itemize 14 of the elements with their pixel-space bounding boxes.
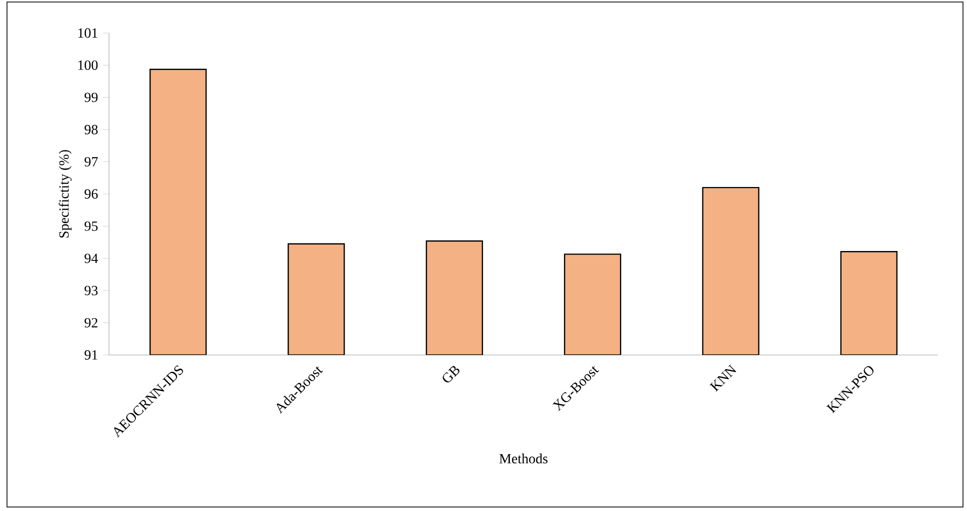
y-tick-label: 101 — [78, 28, 98, 38]
y-tick-label: 98 — [84, 124, 98, 134]
y-tick-label: 97 — [84, 157, 98, 166]
x-axis-title: Methods — [499, 454, 548, 464]
y-tick-label: 99 — [84, 92, 98, 102]
y-axis-title: Specifictity (%) — [58, 150, 72, 238]
y-tick-label: 100 — [78, 60, 98, 70]
y-tick-label: 96 — [84, 189, 98, 199]
x-tick-label: GB — [442, 366, 460, 382]
y-tick-label: 92 — [84, 318, 98, 328]
y-tick-label: 93 — [84, 286, 98, 296]
y-tick-label: 95 — [84, 221, 98, 231]
y-tick-label: 91 — [84, 350, 98, 360]
y-tick-label: 94 — [84, 254, 98, 264]
